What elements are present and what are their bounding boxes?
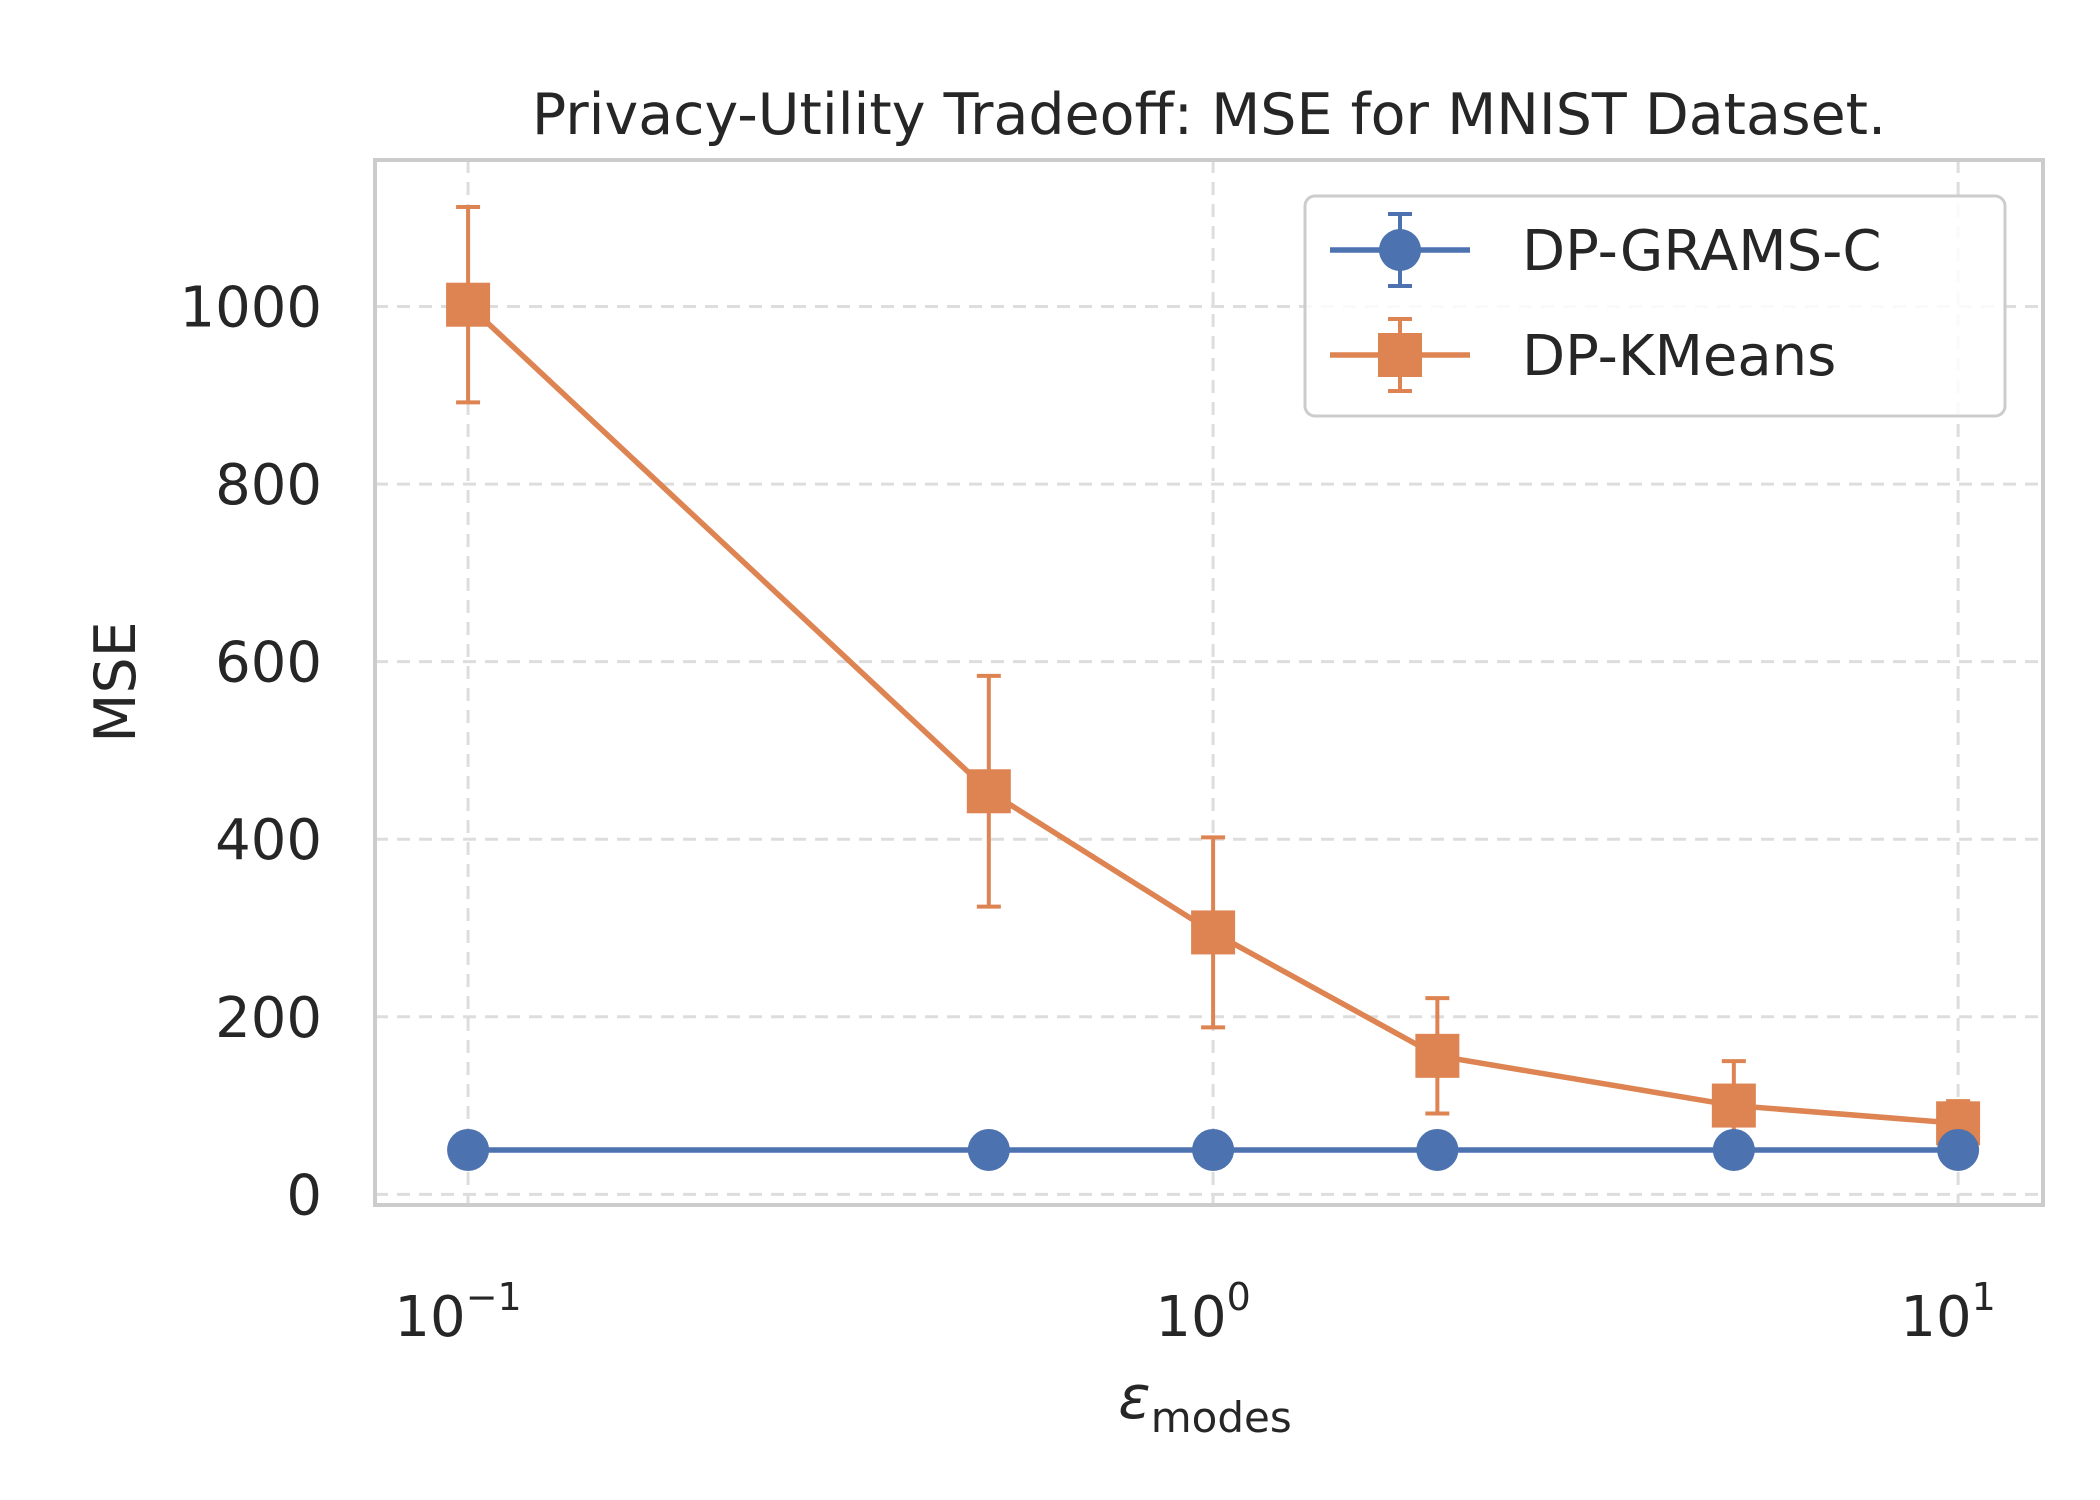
legend-marker [1378, 333, 1422, 377]
x-tick-base: 10 [1155, 1285, 1226, 1350]
legend-entry: DP-GRAMS-C [1330, 212, 1881, 288]
data-point [446, 282, 491, 327]
data-point [1937, 1128, 1980, 1171]
x-tick-exponent: 0 [1227, 1275, 1251, 1319]
x-axis-label-main: ε [1118, 1363, 1150, 1433]
x-tick-label: 101 [1900, 1275, 1995, 1350]
legend-label: DP-KMeans [1522, 324, 1836, 389]
data-point [447, 1128, 490, 1171]
legend-box [1303, 194, 2007, 418]
plot-frame [373, 158, 2045, 1207]
x-axis-label-sub: modes [1151, 1393, 1292, 1442]
x-tick-exponent: −1 [466, 1275, 522, 1319]
y-tick-label: 1000 [179, 275, 322, 340]
x-tick-exponent: 1 [1972, 1275, 1996, 1319]
y-tick-label: 200 [215, 986, 322, 1051]
legend-marker [1379, 229, 1421, 271]
x-tick-base: 10 [1900, 1285, 1971, 1350]
legend-label: DP-GRAMS-C [1522, 219, 1881, 284]
data-point [967, 1128, 1010, 1171]
x-tick-labels: 10−1 100 101 [394, 1275, 1995, 1350]
y-tick-labels: 0 200 400 600 800 1000 [179, 275, 322, 1228]
legend: DP-GRAMS-C DP-KMeans [1303, 194, 2007, 418]
data-point [1192, 1128, 1235, 1171]
legend-entries: DP-GRAMS-C DP-KMeans [1330, 212, 1881, 393]
chart-title: Privacy-Utility Tradeoff: MSE for MNIST … [532, 82, 1886, 148]
series-layer [446, 205, 1981, 1171]
data-point [1191, 910, 1236, 955]
y-axis-label: MSE [83, 621, 149, 742]
data-point [1711, 1083, 1756, 1128]
x-tick-label: 10−1 [394, 1275, 521, 1350]
legend-entry: DP-KMeans [1330, 317, 1836, 393]
y-tick-label: 600 [215, 631, 322, 696]
series-line [466, 302, 1959, 1127]
y-tick-label: 0 [286, 1163, 322, 1228]
data-point [1416, 1128, 1459, 1171]
y-tick-label: 400 [215, 808, 322, 873]
x-tick-label: 100 [1155, 1275, 1250, 1350]
x-tick-base: 10 [394, 1285, 465, 1350]
data-point [1712, 1128, 1755, 1171]
series-dp-grams-c [447, 1128, 1980, 1171]
y-tick-label: 800 [215, 453, 322, 518]
x-axis-label: εmodes [1118, 1363, 1291, 1442]
data-point [966, 769, 1011, 814]
data-point [1415, 1033, 1460, 1078]
